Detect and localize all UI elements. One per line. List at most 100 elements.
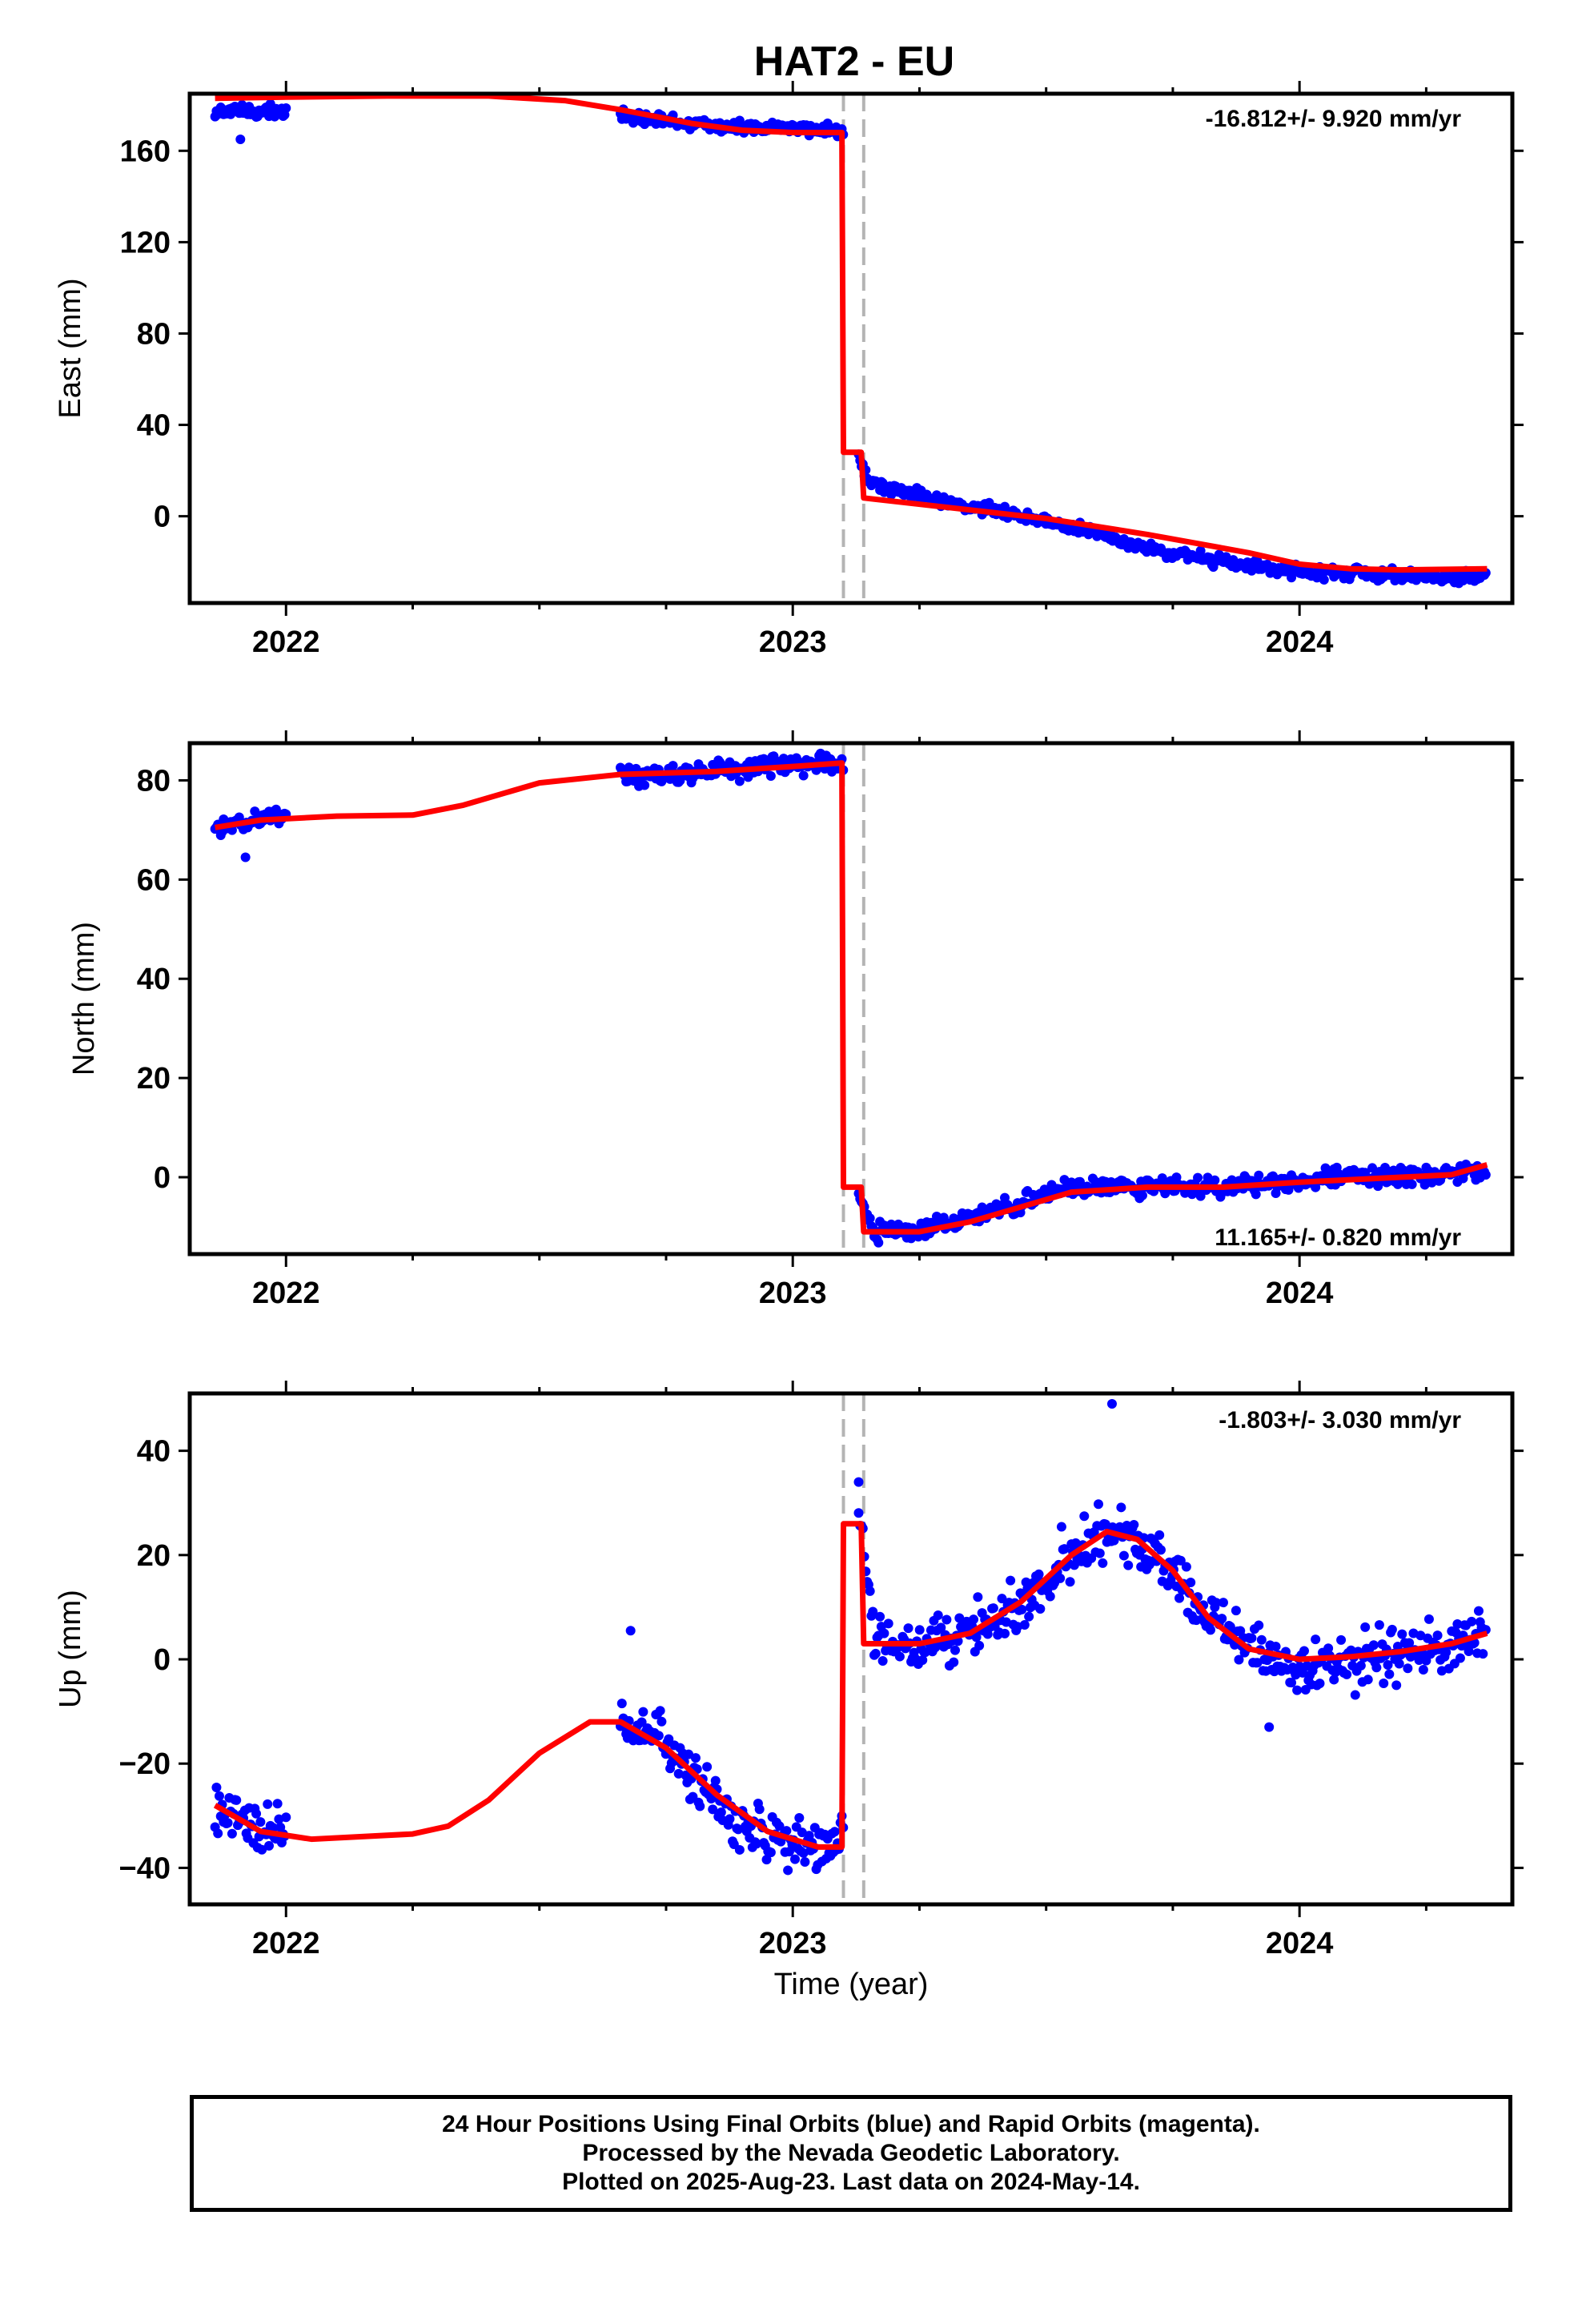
data-point	[1234, 1655, 1244, 1665]
data-point	[1118, 1550, 1129, 1561]
y-tick-label: 40	[137, 1435, 171, 1469]
data-point-outlier	[1264, 1722, 1275, 1732]
data-point	[211, 1782, 222, 1792]
data-point	[263, 1799, 273, 1809]
caption-line-1: 24 Hour Positions Using Final Orbits (bl…	[442, 2111, 1260, 2137]
data-point	[1311, 1634, 1321, 1645]
data-point-outlier	[625, 1626, 636, 1636]
plot-area	[210, 94, 1491, 603]
north-panel: 0 20 40 60 80 2022 2023 2024 North (mm) 11.165+/-…	[67, 730, 1524, 1310]
velocity-label: -1.803+/- 3.030 mm/yr	[1219, 1407, 1461, 1433]
data-point	[1452, 1618, 1463, 1629]
data-point	[1441, 1647, 1452, 1658]
data-point	[971, 1632, 982, 1642]
data-point	[1464, 1646, 1474, 1656]
data-point	[716, 1807, 726, 1818]
data-point	[1231, 1606, 1241, 1616]
data-point	[1383, 1660, 1393, 1671]
data-point	[1154, 1530, 1165, 1540]
x-tick-label: 2024	[1266, 625, 1334, 659]
data-point	[1478, 1649, 1488, 1659]
data-point	[214, 1791, 224, 1801]
data-point	[638, 1707, 648, 1717]
data-point	[655, 1706, 665, 1716]
data-point	[883, 1618, 893, 1629]
data-point	[1155, 1545, 1166, 1555]
data-point	[1123, 1560, 1134, 1570]
data-point	[798, 770, 809, 781]
data-point	[706, 1794, 717, 1804]
data-point	[1403, 1663, 1413, 1674]
data-point	[1175, 1555, 1186, 1566]
y-tick-label: 160	[120, 135, 171, 168]
data-point	[903, 1623, 913, 1634]
y-tick-label: 40	[137, 963, 171, 996]
data-point	[829, 1827, 840, 1837]
data-point	[702, 1762, 713, 1772]
data-point	[1006, 1575, 1016, 1586]
data-point	[1287, 573, 1297, 583]
data-point	[752, 1839, 762, 1849]
data-point	[1174, 1593, 1185, 1603]
data-point	[1247, 1633, 1257, 1643]
x-axis-label: Time (year)	[774, 1968, 929, 2001]
x-tick-label: 2024	[1266, 1927, 1334, 1960]
data-point	[1116, 1502, 1126, 1513]
data-point	[1391, 1680, 1402, 1691]
data-point	[949, 1657, 959, 1667]
data-point	[1256, 1634, 1267, 1645]
y-tick-label: −20	[119, 1747, 171, 1781]
data-point	[255, 1817, 266, 1827]
data-point	[725, 1814, 735, 1824]
data-point	[213, 1828, 223, 1839]
data-point	[257, 1844, 267, 1855]
y-axis-label: North (mm)	[67, 922, 101, 1076]
data-point	[950, 1645, 961, 1655]
data-point	[734, 776, 745, 786]
data-point	[853, 1508, 864, 1518]
up-panel: −40 −20 0 20 40 2022 2023 2024 Up (mm) -1.803+/- …	[54, 1381, 1524, 1960]
data-point	[1371, 1663, 1382, 1673]
y-tick-label: 80	[137, 764, 171, 798]
x-tick-label: 2022	[252, 1927, 320, 1960]
data-point	[251, 1808, 262, 1819]
data-point	[684, 1749, 694, 1759]
y-tick-label: 60	[137, 863, 171, 897]
data-point	[1394, 1659, 1404, 1669]
data-point	[1090, 1176, 1101, 1187]
data-point	[868, 1606, 878, 1617]
data-point	[263, 1840, 274, 1851]
data-point	[877, 1656, 888, 1667]
data-point	[1193, 1172, 1203, 1183]
data-point	[1055, 1573, 1066, 1583]
data-point	[870, 1648, 881, 1659]
data-point	[281, 1812, 291, 1823]
data-point	[281, 103, 291, 114]
y-tick-label: −40	[119, 1852, 171, 1885]
data-point	[1094, 1499, 1104, 1510]
velocity-label: -16.812+/- 9.920 mm/yr	[1206, 106, 1462, 132]
y-axis-label: East (mm)	[54, 278, 87, 418]
x-tick-label: 2024	[1266, 1277, 1334, 1310]
data-point-outlier	[1106, 1399, 1117, 1409]
data-point	[1329, 1675, 1339, 1685]
model-fit-line	[215, 760, 1488, 1235]
data-point	[1000, 1628, 1010, 1638]
data-point	[1218, 1598, 1228, 1608]
figure-title: HAT2 - EU	[754, 38, 954, 85]
data-point	[1251, 1189, 1261, 1200]
data-point	[879, 1628, 889, 1638]
data-point	[794, 1813, 805, 1823]
data-point	[973, 1592, 983, 1602]
data-point	[640, 780, 650, 790]
x-tick-label: 2023	[759, 625, 827, 659]
data-point	[988, 1603, 998, 1614]
plot-area	[210, 1393, 1491, 1904]
data-point	[865, 1586, 875, 1596]
data-point	[1350, 1690, 1360, 1700]
data-point	[761, 1855, 772, 1865]
data-point	[784, 1847, 794, 1857]
data-point	[1271, 1642, 1281, 1652]
data-point	[1287, 1678, 1297, 1688]
